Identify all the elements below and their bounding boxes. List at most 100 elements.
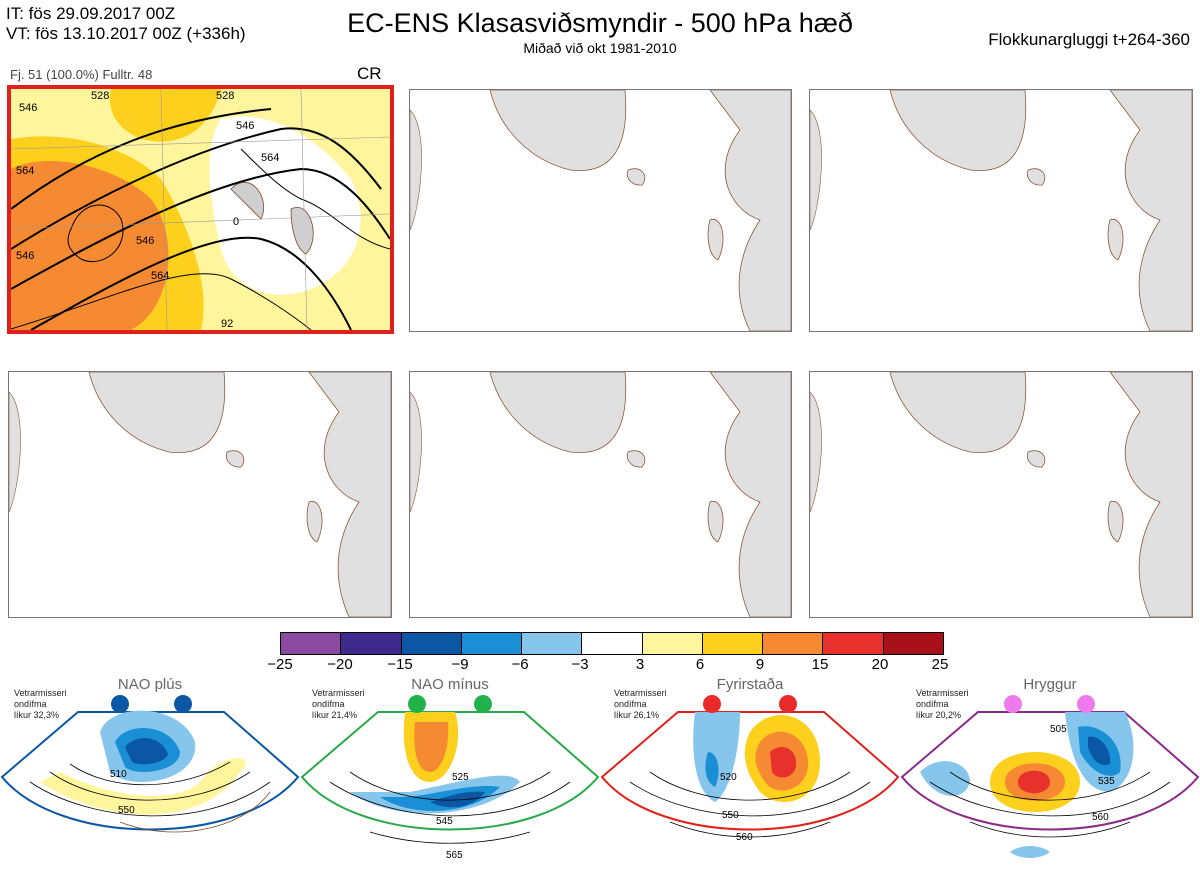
iceland-land bbox=[1026, 168, 1046, 186]
height-contour bbox=[629, 771, 871, 838]
negative-anomaly bbox=[1010, 846, 1050, 858]
colorbar-tick: 15 bbox=[811, 656, 829, 673]
header-times: IT: fös 29.09.2017 00Z VT: fös 13.10.201… bbox=[6, 4, 246, 44]
greenland-land bbox=[889, 372, 1027, 454]
negative-anomaly bbox=[920, 761, 970, 796]
iceland-land bbox=[626, 168, 646, 186]
colorbar-tick: 3 bbox=[635, 656, 645, 673]
empty-map-panel[interactable] bbox=[809, 89, 1193, 332]
empty-map-panel[interactable] bbox=[809, 371, 1193, 618]
contour-label: 560 bbox=[736, 832, 753, 843]
britain-land bbox=[1107, 501, 1124, 543]
regime-ridge[interactable]: Hryggur Vetrarmisseri ondífma líkur 20,2% … bbox=[900, 672, 1200, 871]
neutral-anomaly-area bbox=[209, 116, 361, 295]
negative-anomaly-core bbox=[430, 791, 485, 808]
regime-map: 520 550 560 bbox=[600, 695, 900, 843]
greenland-land bbox=[88, 372, 226, 454]
negative-anomaly-core bbox=[125, 737, 168, 765]
regime-nao-minus[interactable]: NAO mínus Vetrarmisseri ondífma líkur 21,4… bbox=[300, 672, 600, 871]
valid-time: VT: fös 13.10.2017 00Z (+336h) bbox=[6, 24, 246, 43]
height-contour bbox=[11, 127, 382, 250]
initial-time: IT: fös 29.09.2017 00Z bbox=[6, 4, 176, 23]
positive-anomaly-core bbox=[414, 722, 449, 772]
colorbar-swatch bbox=[341, 633, 402, 654]
regime-marker-dot bbox=[174, 695, 192, 713]
cluster-map: 546 528 528 546 564 546 564 546 564 0 92 bbox=[11, 89, 390, 330]
colorbar-tick: −15 bbox=[387, 656, 413, 673]
negative-anomaly-core bbox=[705, 752, 719, 787]
contour-label: 525 bbox=[452, 772, 469, 783]
height-contour bbox=[11, 273, 312, 330]
colorbar-swatch bbox=[642, 633, 703, 654]
regime-marker-dot bbox=[474, 695, 492, 713]
colorbar-swatch bbox=[883, 633, 943, 654]
colorbar-tick: 25 bbox=[931, 656, 949, 673]
regime-nao-plus[interactable]: NAO plús Vetrarmisseri ondífma líkur 32,3%… bbox=[0, 672, 300, 871]
contour-label: 520 bbox=[720, 772, 737, 783]
regime-title: Hryggur bbox=[1023, 676, 1077, 693]
canada-land bbox=[410, 391, 422, 513]
regime-blocking[interactable]: Fyrirstaða Vetrarmisseri ondífma líkur 26,… bbox=[600, 672, 900, 871]
empty-map-panel[interactable] bbox=[409, 371, 792, 618]
empty-map-panel[interactable] bbox=[409, 89, 792, 332]
britain-land bbox=[707, 219, 724, 261]
contour-label: 546 bbox=[16, 250, 34, 262]
contour-label: 545 bbox=[436, 816, 453, 827]
contour-label: 550 bbox=[118, 805, 135, 816]
regime-note: Vetrarmisseri ondífma líkur 20,2% bbox=[916, 688, 969, 720]
iceland-land bbox=[225, 450, 245, 468]
contour-label: 546 bbox=[236, 120, 254, 132]
contour-label: 505 bbox=[1050, 724, 1067, 735]
colorbar-swatch bbox=[582, 633, 643, 654]
colorbar-swatch bbox=[461, 633, 523, 654]
regime-marker-dot bbox=[1077, 695, 1095, 713]
britain-land bbox=[1107, 219, 1124, 261]
greenland-land bbox=[489, 90, 627, 172]
europe-land bbox=[1109, 372, 1192, 617]
classification-window: Flokkunargluggi t+264-360 bbox=[988, 30, 1190, 49]
colorbar-swatch bbox=[401, 633, 462, 654]
anomaly-contour bbox=[240, 148, 390, 250]
positive-anomaly-core bbox=[770, 747, 797, 778]
regime-marker-dot bbox=[111, 695, 129, 713]
colorbar-swatch bbox=[522, 633, 583, 654]
greenland-land bbox=[489, 372, 627, 454]
contour-label: 535 bbox=[1098, 776, 1115, 787]
contour-label: 560 bbox=[1092, 812, 1109, 823]
coastline bbox=[119, 791, 271, 833]
base-map bbox=[410, 372, 791, 617]
contour-label: 546 bbox=[136, 235, 154, 247]
contour-label: 510 bbox=[110, 769, 127, 780]
canada-land bbox=[410, 109, 422, 231]
colorbar-swatch bbox=[823, 633, 884, 654]
height-contour bbox=[30, 236, 352, 330]
page-title: EC-ENS Klasasviðsmyndir - 500 hPa hæð bbox=[347, 8, 853, 38]
colorbar-tick: −6 bbox=[511, 656, 529, 673]
cluster-map-panel[interactable]: 546 528 528 546 564 546 564 546 564 0 92 bbox=[7, 85, 394, 334]
contour-label: 92 bbox=[221, 318, 233, 330]
cluster-label: CR bbox=[357, 64, 382, 83]
canada-land bbox=[9, 391, 21, 513]
page-subtitle: Miðað við okt 1981-2010 bbox=[523, 40, 677, 56]
anomaly-gold-top bbox=[109, 89, 221, 142]
colorbar-tick: −20 bbox=[327, 656, 353, 673]
regime-map: 525 545 565 bbox=[300, 695, 600, 861]
contour-label: 565 bbox=[446, 850, 463, 861]
height-contour bbox=[11, 108, 272, 210]
regime-marker-dot bbox=[779, 695, 797, 713]
height-contour bbox=[29, 761, 271, 817]
contour-label: 550 bbox=[722, 810, 739, 821]
europe-land bbox=[1109, 90, 1192, 331]
europe-land bbox=[709, 90, 791, 331]
regime-note: Vetrarmisseri ondífma líkur 32,3% bbox=[14, 688, 67, 720]
base-map bbox=[810, 372, 1192, 617]
empty-map-panel[interactable] bbox=[8, 371, 392, 618]
britain-land bbox=[707, 501, 724, 543]
colorbar-tick: 9 bbox=[755, 656, 765, 673]
britain-land bbox=[306, 501, 323, 543]
iceland-land bbox=[626, 450, 646, 468]
height-contour bbox=[929, 771, 1171, 838]
canada-land bbox=[810, 391, 822, 513]
contour-label: 564 bbox=[151, 270, 169, 282]
regime-title: NAO mínus bbox=[411, 676, 489, 693]
